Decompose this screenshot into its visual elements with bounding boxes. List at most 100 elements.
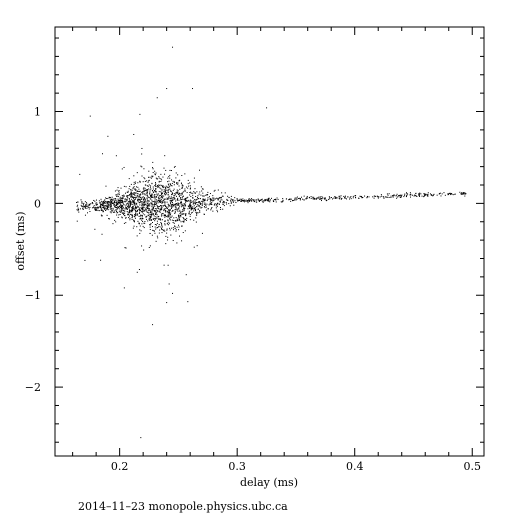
data-point: [130, 201, 132, 203]
data-point: [146, 190, 148, 192]
data-point: [148, 218, 150, 220]
data-point: [427, 192, 429, 194]
data-point: [213, 190, 215, 192]
data-point: [145, 216, 147, 218]
data-point: [132, 188, 134, 190]
data-point: [405, 195, 407, 197]
data-point: [185, 205, 187, 207]
data-point: [79, 208, 81, 210]
data-point: [121, 207, 123, 209]
data-point: [258, 201, 260, 203]
data-point: [139, 207, 141, 209]
data-point: [145, 216, 147, 218]
data-point: [222, 195, 224, 197]
data-point: [105, 205, 107, 207]
data-point: [155, 185, 157, 187]
data-point: [147, 185, 149, 187]
data-point: [180, 204, 182, 206]
data-point: [117, 201, 119, 203]
data-point: [105, 205, 107, 207]
data-point: [157, 237, 159, 239]
data-point: [181, 211, 183, 213]
data-point: [173, 204, 175, 206]
data-point: [176, 242, 178, 244]
data-point: [178, 215, 180, 217]
data-point: [111, 202, 113, 204]
data-point: [222, 200, 224, 202]
data-point: [416, 195, 418, 197]
data-point: [206, 194, 208, 196]
data-point: [109, 208, 111, 210]
data-point: [129, 194, 131, 196]
data-point: [135, 189, 137, 191]
data-point: [138, 188, 140, 190]
data-point: [255, 199, 257, 201]
data-point: [140, 193, 142, 195]
data-point: [189, 219, 191, 221]
data-point: [134, 198, 136, 200]
data-point: [168, 283, 170, 285]
data-point: [153, 215, 155, 217]
data-point: [175, 217, 177, 219]
data-point: [144, 209, 146, 211]
data-point: [125, 198, 127, 200]
data-point: [163, 210, 165, 212]
data-point: [161, 200, 163, 202]
data-point: [160, 173, 162, 175]
data-point: [127, 191, 129, 193]
data-point: [129, 209, 131, 211]
data-point: [176, 226, 178, 228]
data-point: [153, 230, 155, 232]
axis-ticks: [55, 27, 484, 456]
data-point: [167, 221, 169, 223]
data-point: [127, 190, 129, 192]
data-point: [138, 194, 140, 196]
data-point: [210, 198, 212, 200]
data-point: [124, 247, 126, 249]
data-point: [147, 200, 149, 202]
data-point: [222, 201, 224, 203]
data-point: [415, 195, 417, 197]
data-point: [98, 200, 100, 202]
data-point: [170, 204, 172, 206]
data-point: [150, 216, 152, 218]
data-point: [190, 200, 192, 202]
data-point: [119, 213, 121, 215]
data-point: [178, 216, 180, 218]
data-point: [139, 212, 141, 214]
data-point: [132, 207, 134, 209]
data-point: [85, 205, 87, 207]
data-point: [117, 211, 119, 213]
data-point: [138, 222, 140, 224]
data-point: [150, 198, 152, 200]
data-point: [223, 202, 225, 204]
data-point: [177, 182, 179, 184]
data-point: [147, 209, 149, 211]
data-point: [290, 200, 292, 202]
data-point: [123, 200, 125, 202]
data-point: [182, 210, 184, 212]
data-point: [134, 217, 136, 219]
data-point: [271, 197, 273, 199]
data-point: [167, 177, 169, 179]
data-point: [121, 216, 123, 218]
data-point: [152, 324, 154, 326]
data-point: [142, 225, 144, 227]
data-point: [376, 195, 378, 197]
data-point: [159, 208, 161, 210]
data-point: [268, 200, 270, 202]
data-point: [175, 230, 177, 232]
data-point: [137, 196, 139, 198]
data-point: [267, 200, 269, 202]
data-point: [108, 196, 110, 198]
data-point: [170, 206, 172, 208]
data-point: [167, 190, 169, 192]
data-point: [111, 196, 113, 198]
data-point: [168, 195, 170, 197]
data-point: [154, 173, 156, 175]
data-point: [329, 197, 331, 199]
data-point: [173, 196, 175, 198]
data-point: [262, 201, 264, 203]
data-point: [174, 212, 176, 214]
data-point: [364, 195, 366, 197]
